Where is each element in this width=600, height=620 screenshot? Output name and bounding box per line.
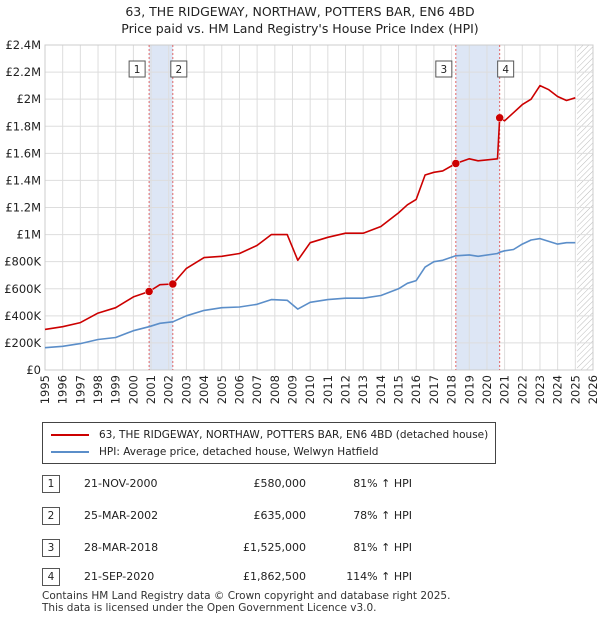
plot-frame — [44, 44, 594, 371]
x-tick-label: 2020 — [480, 375, 494, 404]
x-tick-label: 2024 — [551, 375, 565, 404]
sale-number-label: 1 — [134, 64, 141, 76]
chart-title: 63, THE RIDGEWAY, NORTHAW, POTTERS BAR, … — [125, 4, 475, 19]
x-tick-label: 2002 — [162, 375, 176, 404]
y-tick-label: £1M — [16, 228, 41, 242]
y-tick-label: £2.4M — [5, 38, 41, 52]
legend-swatch-property — [51, 434, 89, 436]
x-tick-label: 2018 — [445, 375, 459, 404]
x-tick-label: 2019 — [462, 375, 476, 404]
series-line-hpi — [44, 237, 576, 349]
transaction-price: £1,525,000 — [243, 541, 306, 554]
transaction-hpi: 81% ↑ HPI — [353, 541, 412, 554]
x-tick-label: 2004 — [197, 375, 211, 404]
x-tick-label: 2012 — [339, 375, 353, 404]
x-tick-label: 2010 — [303, 375, 317, 404]
price-chart: £0 £200K £400K £600K £800K £1M £1.2M £1.4M £1.6M… — [4, 38, 600, 404]
transaction-date: 21-NOV-2000 — [84, 477, 158, 490]
x-tick-label: 1995 — [38, 375, 52, 404]
legend-label-property: 63, THE RIDGEWAY, NORTHAW, POTTERS BAR, … — [99, 429, 489, 441]
x-tick-label: 2005 — [215, 375, 229, 404]
x-tick-label: 1996 — [56, 375, 70, 404]
transaction-hpi: 78% ↑ HPI — [353, 509, 412, 522]
transaction-number: 2 — [42, 507, 60, 525]
y-tick-label: £2M — [16, 92, 41, 106]
sale-number-label: 2 — [175, 64, 182, 76]
y-tick-label: £0 — [26, 363, 41, 377]
footer-license: This data is licensed under the Open Gov… — [42, 602, 377, 614]
x-tick-label: 2006 — [232, 375, 246, 404]
y-tick-label: £400K — [4, 309, 41, 323]
y-tick-label: £1.8M — [5, 119, 41, 133]
sale-number-box — [128, 60, 146, 78]
x-tick-label: 1997 — [73, 375, 87, 404]
sale-number-label: 4 — [502, 64, 509, 76]
legend-swatch-hpi — [51, 451, 89, 453]
x-tick-label: 2022 — [515, 375, 529, 404]
sale-point — [144, 287, 154, 296]
x-tick-label: 2023 — [533, 375, 547, 404]
x-tick-label: 2016 — [409, 375, 423, 404]
footer-copyright: Contains HM Land Registry data © Crown c… — [42, 590, 451, 602]
x-tick-label: 2021 — [498, 375, 512, 404]
y-tick-label: £2.2M — [5, 65, 41, 79]
y-tick-label: £600K — [4, 282, 41, 296]
x-tick-label: 2003 — [179, 375, 193, 404]
y-tick-label: £200K — [4, 336, 41, 350]
series-line-property — [44, 84, 576, 331]
transaction-number: 4 — [42, 568, 60, 586]
transaction-date: 25-MAR-2002 — [84, 509, 159, 522]
chart-subtitle: Price paid vs. HM Land Registry's House … — [121, 21, 479, 36]
x-tick-label: 1999 — [109, 375, 123, 404]
sale-number-box — [170, 60, 188, 78]
y-tick-label: £1.4M — [5, 173, 41, 187]
legend-item-property: 63, THE RIDGEWAY, NORTHAW, POTTERS BAR, … — [51, 427, 488, 443]
transaction-number: 1 — [42, 475, 60, 493]
transaction-hpi: 114% ↑ HPI — [346, 570, 412, 583]
x-tick-label: 2013 — [356, 375, 370, 404]
legend: 63, THE RIDGEWAY, NORTHAW, POTTERS BAR, … — [42, 422, 496, 464]
transaction-row: 3 28-MAR-2018 £1,525,000 81% ↑ HPI — [42, 537, 502, 559]
x-tick-label: 2008 — [268, 375, 282, 404]
x-tick-label: 2015 — [392, 375, 406, 404]
transaction-row: 1 21-NOV-2000 £580,000 81% ↑ HPI — [42, 473, 502, 495]
sale-point — [168, 279, 178, 289]
y-tick-label: £1.6M — [5, 146, 41, 160]
x-tick-label: 2017 — [427, 375, 441, 404]
x-tick-label: 1998 — [91, 375, 105, 404]
transaction-date: 21-SEP-2020 — [84, 570, 155, 583]
sale-number-box — [435, 60, 453, 78]
sale-number-label: 3 — [440, 64, 447, 76]
x-tick-label: 2026 — [586, 375, 600, 404]
transaction-row: 4 21-SEP-2020 £1,862,500 114% ↑ HPI — [42, 566, 502, 588]
x-tick-label: 2001 — [144, 375, 158, 404]
legend-label-hpi: HPI: Average price, detached house, Welw… — [99, 446, 379, 458]
x-tick-label: 2014 — [374, 375, 388, 404]
transaction-price: £635,000 — [253, 509, 307, 522]
sale-point — [451, 159, 461, 168]
x-tick-label: 2025 — [568, 375, 582, 404]
sale-number-box — [497, 60, 515, 78]
legend-item-hpi: HPI: Average price, detached house, Welw… — [51, 444, 378, 460]
transaction-row: 2 25-MAR-2002 £635,000 78% ↑ HPI — [42, 505, 502, 527]
transaction-price: £1,862,500 — [243, 570, 306, 583]
y-tick-label: £1.2M — [5, 201, 41, 215]
x-tick-label: 2011 — [321, 375, 335, 404]
x-tick-label: 2000 — [126, 375, 140, 404]
sale-point — [495, 113, 504, 123]
x-tick-label: 2007 — [250, 375, 264, 404]
y-tick-label: £800K — [4, 255, 41, 269]
transaction-hpi: 81% ↑ HPI — [353, 477, 412, 490]
transaction-number: 3 — [42, 539, 60, 557]
transaction-price: £580,000 — [253, 477, 307, 490]
transaction-date: 28-MAR-2018 — [84, 541, 159, 554]
x-tick-label: 2009 — [285, 375, 299, 404]
